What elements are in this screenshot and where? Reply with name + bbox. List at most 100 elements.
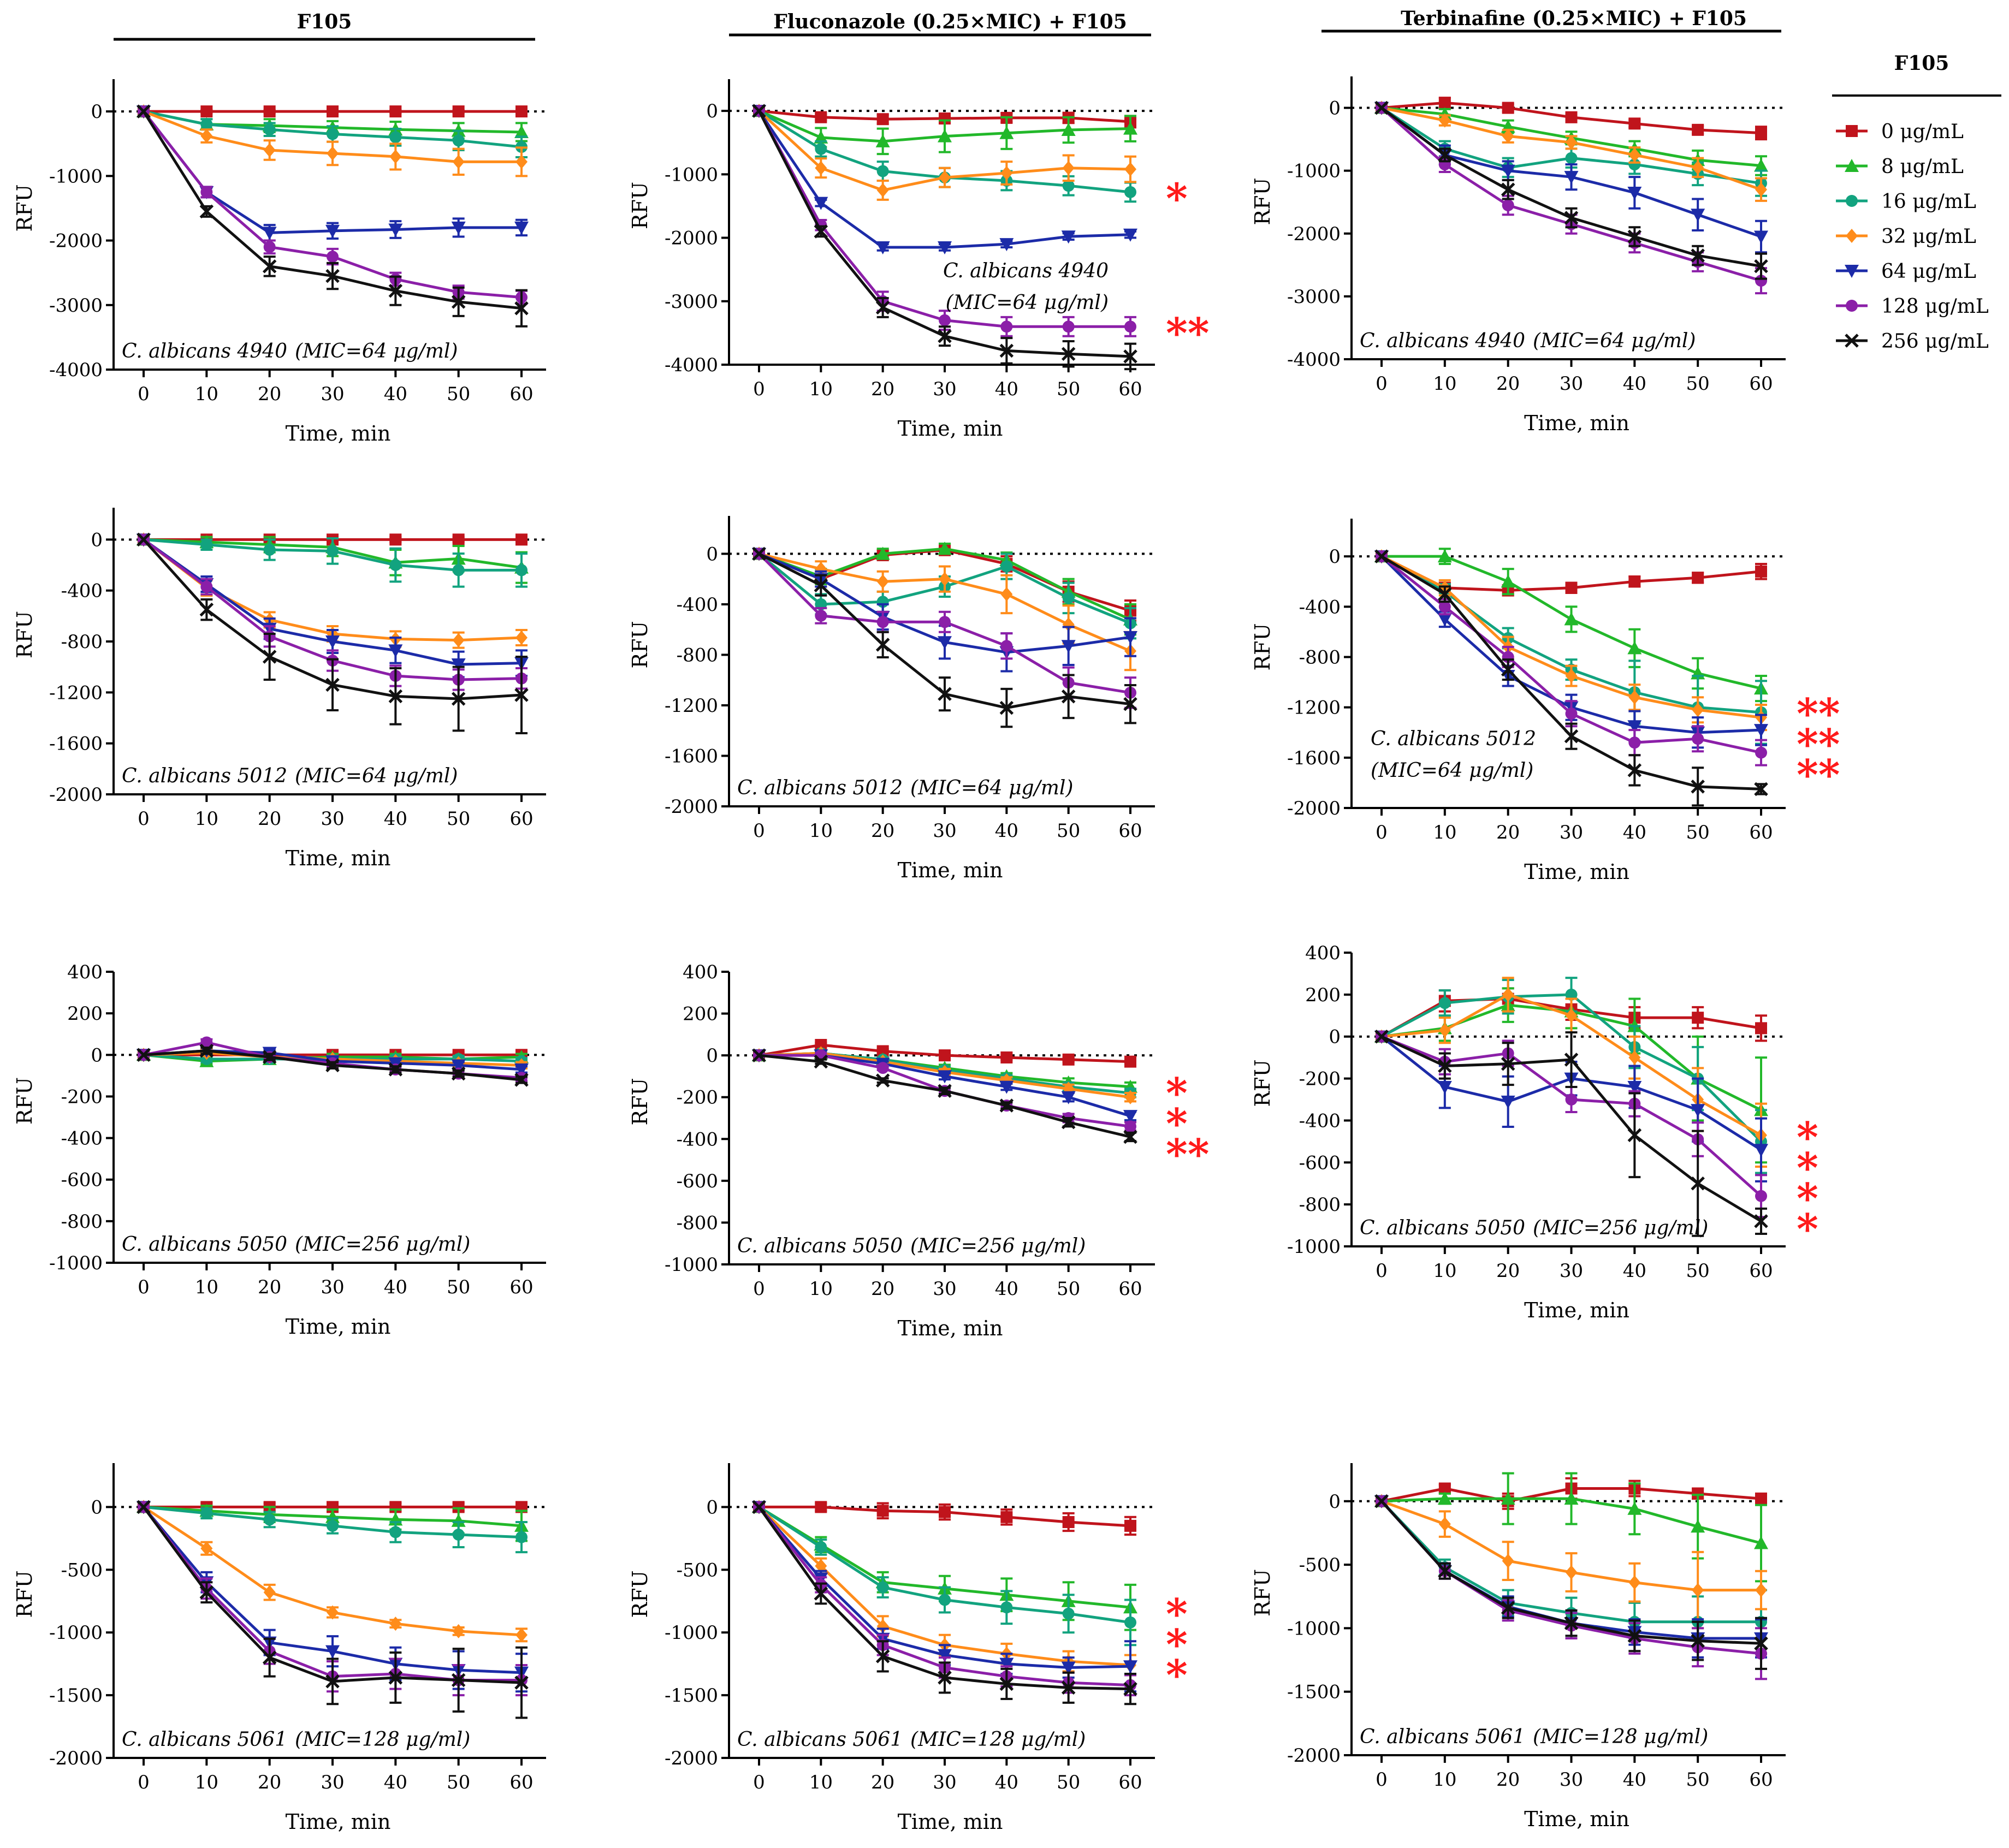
x-axis-label: Time, min: [898, 1810, 1003, 1834]
series-6: [1374, 100, 1768, 280]
data-point: [200, 129, 213, 144]
mic-annotation: (MIC=64 μg/ml): [1533, 330, 1696, 352]
data-point: [200, 1541, 213, 1556]
data-point: [1502, 199, 1514, 211]
x-tick-label: 20: [258, 1276, 281, 1298]
x-tick-label: 50: [447, 383, 470, 405]
data-point: [1000, 640, 1013, 652]
data-point: [876, 574, 889, 589]
mic-annotation: (MIC=128 μg/ml): [910, 1728, 1086, 1751]
y-tick-label: -500: [61, 1559, 103, 1581]
y-tick-label: -1500: [1287, 1681, 1341, 1703]
data-point: [1754, 724, 1768, 738]
mic-annotation: (MIC=256 μg/ml): [1533, 1217, 1708, 1239]
data-point: [1565, 152, 1578, 164]
data-point: [1755, 1190, 1767, 1202]
x-tick-label: 40: [995, 820, 1018, 842]
y-tick-label: -1200: [49, 682, 103, 704]
series-6: [137, 104, 529, 328]
legend-label: 64 μg/mL: [1881, 260, 1976, 283]
data-point: [1061, 1115, 1076, 1130]
data-point: [1061, 230, 1076, 244]
significance-star: *: [1166, 1589, 1188, 1638]
data-point: [1627, 1501, 1642, 1515]
y-tick-label: -600: [677, 1170, 718, 1192]
series-6: [1374, 1494, 1768, 1670]
data-point: [1755, 1022, 1767, 1035]
x-axis-label: Time, min: [898, 858, 1003, 882]
data-point: [1000, 587, 1013, 602]
data-point: [1124, 1616, 1136, 1629]
data-point: [815, 1039, 827, 1051]
x-tick-label: 40: [384, 808, 407, 830]
strain-annotation: C. albicans 5012 (MIC=64 μg/ml): [737, 777, 1073, 799]
y-tick-label: -500: [677, 1559, 718, 1581]
strain-annotation: C. albicans 5050 (MIC=256 μg/ml): [737, 1235, 1086, 1257]
y-tick-label: -1200: [1287, 697, 1341, 719]
y-tick-label: -1600: [665, 745, 718, 767]
data-point: [815, 609, 827, 622]
significance-star: *: [1797, 1144, 1818, 1192]
significance-star: **: [1166, 1130, 1210, 1179]
column-header-1: F105: [114, 10, 535, 41]
data-point: [1691, 209, 1705, 222]
data-point: [1000, 1051, 1013, 1063]
x-tick-label: 60: [1749, 822, 1773, 843]
y-tick-label: -400: [677, 594, 718, 616]
data-point: [1438, 113, 1451, 128]
y-axis-label: RFU: [628, 621, 652, 668]
strain-annotation: C. albicans 4940 (MIC=64 μg/ml): [122, 340, 458, 363]
y-tick-label: -2000: [49, 784, 103, 806]
data-point: [452, 105, 465, 118]
x-tick-label: 30: [933, 1278, 956, 1300]
legend-marker: [1845, 159, 1859, 172]
data-point: [1438, 587, 1452, 602]
chart-panel-r2c3: 0 -400 -800 -1200 -1600 -2000 0 10 20 30 40 50 60 Tim…: [1251, 519, 1840, 884]
data-point: [1628, 1050, 1641, 1065]
series-6: [752, 1500, 1137, 1706]
data-point: [514, 221, 529, 235]
data-point: [1000, 320, 1013, 333]
data-point: [325, 1674, 340, 1689]
y-tick-label: 0: [1329, 1026, 1341, 1048]
data-point: [137, 104, 151, 118]
y-tick-label: -3000: [1287, 286, 1341, 308]
y-axis-label: RFU: [1251, 177, 1275, 225]
data-point: [327, 128, 339, 140]
series-line: [1380, 555, 1762, 719]
data-point: [515, 1531, 528, 1543]
data-point: [1123, 697, 1137, 711]
data-point: [452, 633, 465, 647]
x-tick-label: 30: [933, 1772, 956, 1793]
chart-panel-r4c2: 0 -500 -1000 -1500 -2000 0 10 20 30 40 50 60 Time, m…: [628, 1463, 1188, 1834]
data-point: [1565, 111, 1578, 123]
chart-panel-r2c1: 0 -400 -800 -1200 -1600 -2000 0 10 20 30 40 50 60 Tim…: [13, 508, 546, 870]
y-tick-label: -800: [1299, 1194, 1341, 1216]
mic-annotation: (MIC=64 μg/ml): [1371, 759, 1533, 782]
x-tick-label: 40: [1623, 822, 1646, 843]
x-tick-label: 50: [1057, 1278, 1080, 1300]
data-point: [1564, 729, 1579, 744]
y-tick-label: 200: [683, 1003, 718, 1025]
data-point: [1124, 162, 1136, 177]
x-tick-label: 40: [384, 1772, 407, 1793]
data-point: [389, 1526, 402, 1538]
x-tick-label: 0: [753, 820, 765, 842]
data-point: [939, 1049, 951, 1062]
significance-star: *: [1797, 1174, 1818, 1223]
legend-marker: [1846, 229, 1858, 243]
data-point: [263, 1513, 276, 1526]
strain-annotation: C. albicans 5012: [1371, 728, 1536, 750]
chart-panel-r1c1: 0 -1000 -2000 -3000 -4000 0 10 20 30 40 50 60 Time, …: [13, 79, 546, 445]
column-title-2: Fluconazole (0.25×MIC) + F105: [773, 10, 1127, 33]
data-point: [200, 538, 213, 551]
x-axis-label: Time, min: [1524, 1298, 1629, 1322]
y-tick-label: -2000: [1287, 1745, 1341, 1767]
series-0: [753, 1039, 1136, 1068]
data-point: [1124, 320, 1136, 333]
data-point: [1124, 1090, 1136, 1104]
x-tick-label: 50: [1686, 1769, 1710, 1791]
x-tick-label: 60: [1118, 820, 1142, 842]
data-point: [1124, 1519, 1136, 1532]
data-point: [388, 1062, 403, 1077]
